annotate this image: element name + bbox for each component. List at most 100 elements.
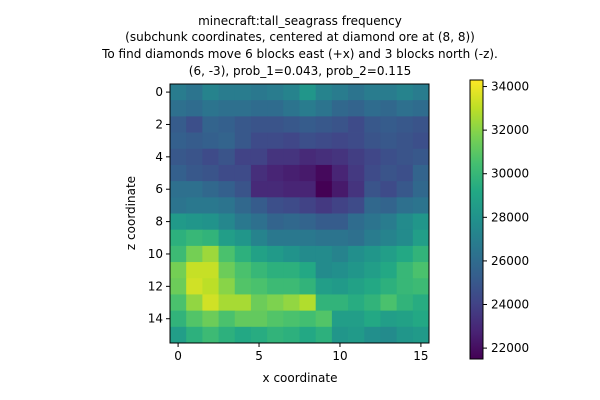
heatmap-cell	[380, 229, 398, 247]
heatmap-cell	[364, 310, 381, 328]
heatmap-cell	[299, 181, 317, 198]
heatmap-cell	[396, 278, 414, 295]
heatmap-cell	[380, 262, 398, 279]
heatmap-cell	[250, 148, 268, 166]
heatmap-cell	[364, 164, 381, 182]
heatmap-cell	[380, 278, 398, 295]
heatmap-cell	[315, 181, 333, 198]
heatmap-cell	[396, 181, 414, 198]
heatmap-cell	[250, 245, 268, 263]
colorbar-tick-label: 24000	[491, 298, 529, 312]
heatmap-cell	[396, 245, 414, 263]
heatmap-cell	[348, 326, 365, 344]
colorbar	[469, 79, 484, 360]
heatmap-cell	[267, 164, 284, 182]
heatmap-cell	[186, 310, 203, 328]
heatmap-cell	[186, 84, 203, 101]
heatmap-cell	[234, 197, 252, 214]
heatmap-cell	[331, 310, 349, 328]
heatmap-cell	[331, 245, 349, 263]
heatmap-cell	[267, 181, 284, 198]
heatmap-cell	[218, 84, 236, 101]
heatmap-cell	[364, 181, 381, 198]
heatmap-cell	[202, 326, 219, 344]
heatmap-cell	[218, 181, 236, 198]
heatmap-cell	[170, 213, 187, 231]
y-tick-label: 4	[155, 150, 163, 164]
heatmap-cell	[234, 278, 252, 295]
heatmap-cell	[348, 213, 365, 231]
heatmap-cell	[283, 245, 300, 263]
heatmap-cell	[283, 181, 300, 198]
heatmap-cell	[348, 294, 365, 312]
heatmap-cell	[396, 326, 414, 344]
heatmap-cell	[412, 181, 430, 198]
heatmap-cell	[170, 116, 187, 133]
heatmap-cell	[186, 245, 203, 263]
heatmap-cell	[396, 132, 414, 150]
heatmap-cell	[202, 197, 219, 214]
heatmap-cell	[283, 213, 300, 231]
heatmap-cell	[170, 197, 187, 214]
heatmap-cell	[348, 100, 365, 117]
heatmap-cell	[218, 229, 236, 247]
heatmap-cell	[331, 132, 349, 150]
heatmap-cell	[283, 132, 300, 150]
heatmap-cell	[267, 213, 284, 231]
heatmap-cell	[218, 132, 236, 150]
heatmap-cell	[218, 262, 236, 279]
heatmap-cell	[364, 213, 381, 231]
heatmap-cell	[267, 132, 284, 150]
heatmap-cell	[283, 116, 300, 133]
heatmap-cell	[218, 213, 236, 231]
heatmap-cell	[170, 229, 187, 247]
heatmap-cell	[202, 148, 219, 166]
x-tick-label: 5	[255, 349, 263, 363]
y-tick-label: 2	[155, 117, 163, 131]
heatmap-cell	[234, 132, 252, 150]
heatmap-cell	[234, 326, 252, 344]
heatmap-cell	[331, 148, 349, 166]
heatmap-cell	[218, 116, 236, 133]
heatmap-cell	[202, 294, 219, 312]
heatmap-cell	[250, 181, 268, 198]
heatmap-cell	[218, 326, 236, 344]
heatmap-cell	[250, 326, 268, 344]
heatmap-cell	[186, 197, 203, 214]
heatmap-cell	[218, 245, 236, 263]
heatmap-cell	[186, 164, 203, 182]
heatmap-cell	[299, 310, 317, 328]
heatmap-cell	[170, 164, 187, 182]
heatmap-cell	[202, 116, 219, 133]
heatmap-cell	[250, 310, 268, 328]
heatmap-cell	[218, 294, 236, 312]
heatmap-cell	[186, 100, 203, 117]
y-tick-label: 10	[148, 247, 163, 261]
heatmap-cell	[250, 116, 268, 133]
colorbar-tick-label: 32000	[491, 123, 529, 137]
title-line-4: (6, -3), prob_1=0.043, prob_2=0.115	[189, 64, 411, 78]
heatmap-cell	[412, 229, 430, 247]
heatmap-cell	[299, 326, 317, 344]
heatmap-cell	[380, 245, 398, 263]
x-tick-label: 10	[332, 349, 347, 363]
heatmap-cell	[396, 100, 414, 117]
heatmap-cell	[412, 262, 430, 279]
heatmap-cell	[202, 164, 219, 182]
heatmap-cell	[331, 294, 349, 312]
heatmap-cell	[186, 213, 203, 231]
heatmap-cell	[380, 213, 398, 231]
heatmap-cell	[396, 229, 414, 247]
heatmap-cell	[348, 278, 365, 295]
heatmap-cell	[218, 278, 236, 295]
heatmap-cell	[267, 262, 284, 279]
heatmap-cell	[267, 229, 284, 247]
heatmap-cell	[331, 116, 349, 133]
heatmap-cell	[250, 100, 268, 117]
heatmap-cell	[186, 278, 203, 295]
heatmap-cell	[234, 181, 252, 198]
heatmap-cell	[299, 294, 317, 312]
heatmap-cell	[234, 229, 252, 247]
colorbar-tick-label: 34000	[491, 80, 529, 94]
heatmap-cell	[412, 100, 430, 117]
